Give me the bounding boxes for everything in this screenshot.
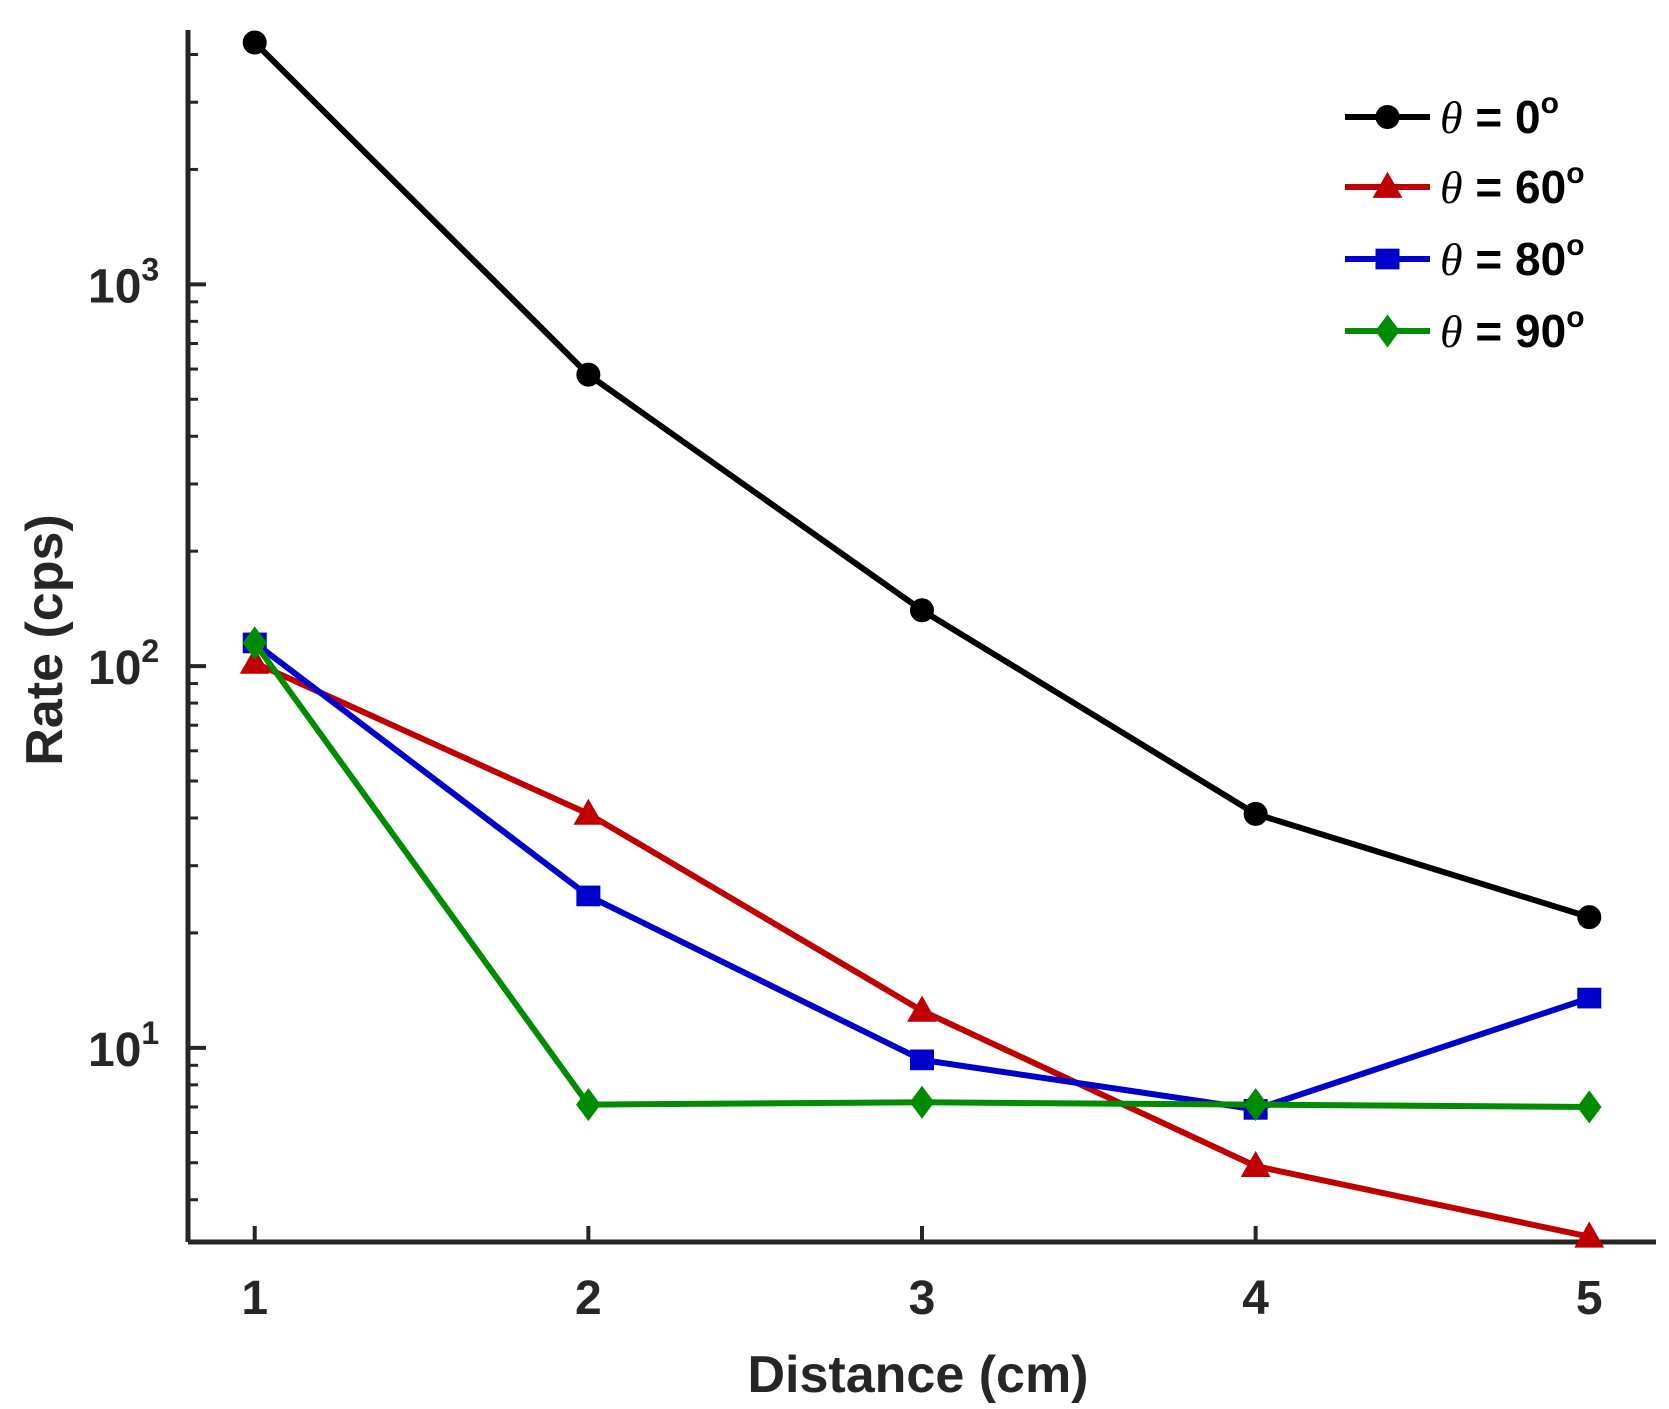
data-point-circle (910, 598, 934, 623)
legend-degree: o (1541, 87, 1559, 120)
data-point-diamond (1375, 314, 1400, 348)
series-line (252, 641, 1590, 1110)
plot-area (239, 30, 1605, 1248)
data-point-square (576, 885, 601, 907)
x-axis-label: Distance (cm) (748, 1346, 1089, 1404)
data-point-diamond (576, 1088, 601, 1122)
x-tick-label: 2 (575, 1272, 602, 1325)
series-0 (242, 30, 1602, 930)
axis-labels: Distance (cm) Rate (cps) (16, 514, 1089, 1404)
data-point-circle (576, 362, 601, 387)
legend-label: θ = 0o (1440, 87, 1559, 143)
y-tick-base: 10 (88, 1024, 141, 1077)
legend-item-1: θ = 60o (1345, 157, 1585, 213)
data-point-triangle (573, 798, 604, 825)
y-tick-label: 102 (88, 633, 159, 695)
series-1 (239, 647, 1605, 1248)
legend-value: = 60 (1463, 161, 1567, 213)
y-tick-exponent: 1 (141, 1015, 159, 1051)
x-tick-label: 3 (909, 1272, 936, 1325)
series-2 (242, 632, 1602, 1120)
legend-degree: o (1566, 301, 1584, 334)
legend-theta: θ (1440, 92, 1463, 143)
y-tick-label: 101 (88, 1015, 159, 1077)
legend-item-0: θ = 0o (1345, 87, 1559, 143)
legend-value: = 0 (1463, 91, 1541, 143)
series-line (252, 40, 1591, 920)
series-line (253, 660, 1590, 1240)
y-tick-exponent: 2 (141, 633, 159, 669)
x-tick-label: 1 (241, 1272, 268, 1325)
legend-label: θ = 80o (1440, 229, 1585, 285)
data-point-circle (1243, 801, 1268, 826)
data-point-square (910, 1049, 934, 1071)
y-tick-base: 10 (88, 260, 141, 313)
data-point-diamond (1577, 1090, 1602, 1124)
data-point-diamond (242, 626, 267, 660)
data-point-triangle (1240, 1150, 1271, 1177)
legend-theta: θ (1440, 306, 1463, 357)
legend-label: θ = 90o (1440, 301, 1585, 357)
data-point-diamond (909, 1085, 935, 1119)
x-tick-label: 5 (1576, 1272, 1603, 1325)
data-point-triangle (1574, 1221, 1605, 1248)
legend-degree: o (1566, 157, 1584, 190)
data-point-diamond (1243, 1088, 1268, 1122)
y-tick-label: 103 (88, 251, 159, 313)
series-3 (242, 626, 1602, 1124)
data-point-square (1375, 248, 1400, 270)
y-tick-base: 10 (88, 642, 141, 695)
data-point-triangle (1372, 171, 1403, 198)
legend-label: θ = 60o (1440, 157, 1585, 213)
legend-degree: o (1566, 229, 1584, 262)
legend-value: = 80 (1463, 233, 1567, 285)
legend-value: = 90 (1463, 305, 1567, 357)
legend-item-2: θ = 80o (1345, 229, 1585, 285)
series-line (252, 640, 1591, 1113)
data-point-square (1577, 987, 1602, 1009)
data-point-triangle (907, 995, 937, 1022)
data-point-circle (242, 30, 267, 55)
y-tick-exponent: 3 (141, 251, 159, 287)
data-point-circle (1577, 905, 1602, 930)
data-point-triangle (239, 647, 270, 674)
y-axis-label: Rate (cps) (16, 514, 74, 765)
data-point-circle (1375, 105, 1400, 129)
legend-theta: θ (1440, 162, 1463, 213)
x-tick-label: 4 (1242, 1272, 1269, 1325)
legend-item-3: θ = 90o (1345, 301, 1585, 357)
legend-theta: θ (1440, 234, 1463, 285)
